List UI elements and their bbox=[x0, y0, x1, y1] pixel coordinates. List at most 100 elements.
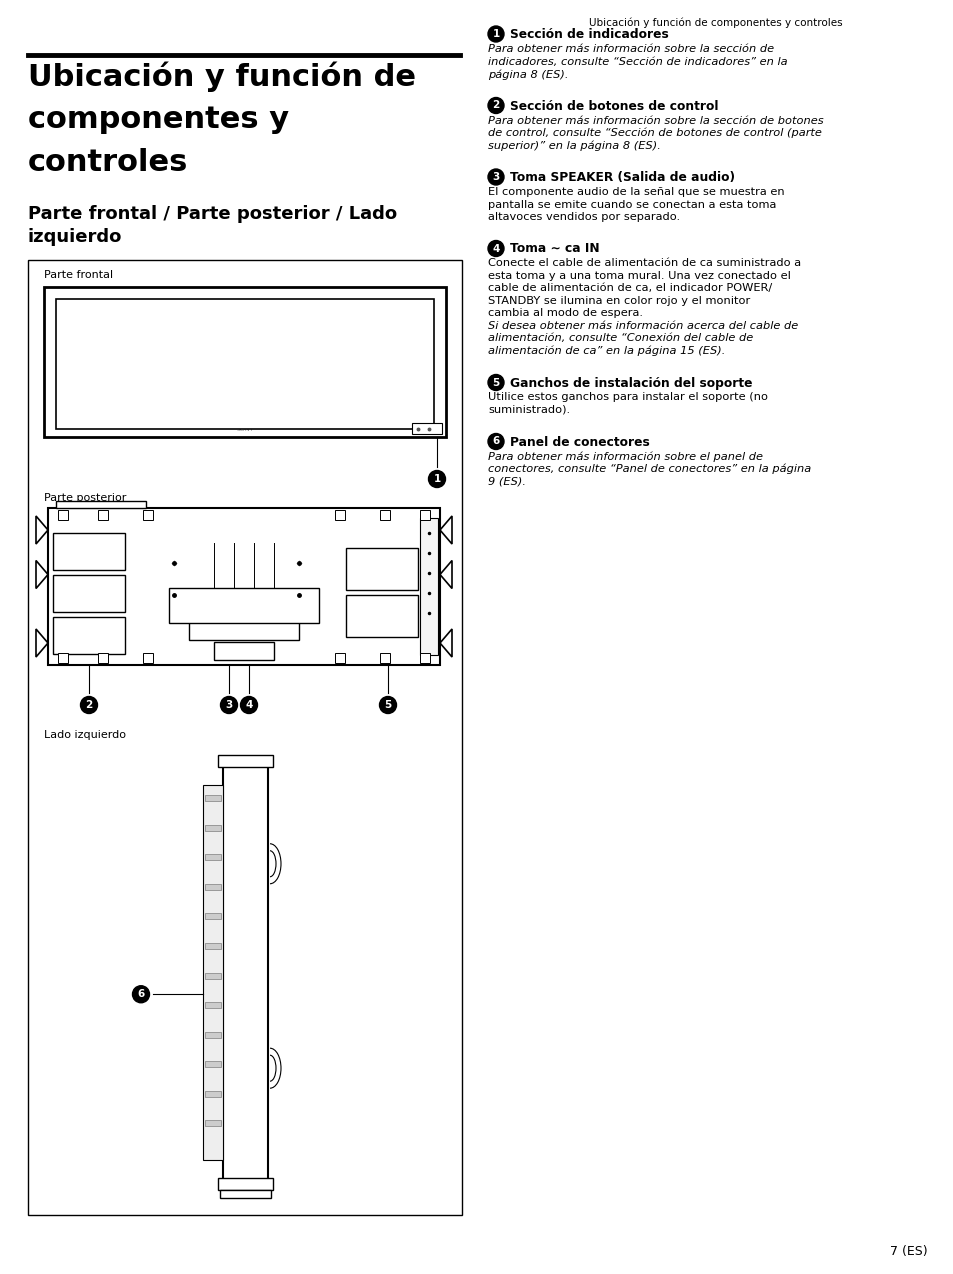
Text: Lado izquierdo: Lado izquierdo bbox=[44, 730, 126, 740]
Text: 5: 5 bbox=[492, 377, 499, 387]
Text: 6: 6 bbox=[137, 989, 145, 999]
Bar bbox=[143, 654, 152, 662]
Text: Panel de conectores: Panel de conectores bbox=[510, 436, 649, 448]
Text: 4: 4 bbox=[492, 243, 499, 254]
Circle shape bbox=[488, 433, 503, 450]
Bar bbox=[223, 764, 268, 1180]
Bar bbox=[218, 755, 273, 767]
Bar bbox=[143, 510, 152, 520]
Text: Ubicación y función de: Ubicación y función de bbox=[28, 62, 416, 93]
Text: Si desea obtener más información acerca del cable de: Si desea obtener más información acerca … bbox=[488, 321, 798, 331]
Bar bbox=[53, 575, 125, 612]
Text: Para obtener más información sobre el panel de: Para obtener más información sobre el pa… bbox=[488, 451, 762, 462]
Circle shape bbox=[132, 986, 150, 1003]
Text: 3: 3 bbox=[225, 699, 233, 710]
Text: alimentación de ca” en la página 15 (ES).: alimentación de ca” en la página 15 (ES)… bbox=[488, 347, 724, 357]
Text: Para obtener más información sobre la sección de: Para obtener más información sobre la se… bbox=[488, 45, 773, 54]
Bar bbox=[205, 795, 221, 801]
Text: Para obtener más información sobre la sección de botones: Para obtener más información sobre la se… bbox=[488, 116, 822, 126]
Text: SONY: SONY bbox=[236, 427, 253, 432]
Bar bbox=[205, 854, 221, 860]
Bar bbox=[53, 617, 125, 654]
Circle shape bbox=[488, 25, 503, 42]
Text: pantalla se emite cuando se conectan a esta toma: pantalla se emite cuando se conectan a e… bbox=[488, 200, 776, 209]
Circle shape bbox=[428, 470, 445, 488]
Circle shape bbox=[488, 169, 503, 185]
Text: 5: 5 bbox=[384, 699, 392, 710]
Text: 7 (ES): 7 (ES) bbox=[889, 1245, 927, 1257]
Bar bbox=[346, 548, 417, 590]
Text: Conecte el cable de alimentación de ca suministrado a: Conecte el cable de alimentación de ca s… bbox=[488, 259, 801, 269]
Bar bbox=[220, 1190, 271, 1198]
Text: El componente audio de la señal que se muestra en: El componente audio de la señal que se m… bbox=[488, 187, 783, 197]
Text: 1: 1 bbox=[492, 29, 499, 39]
Circle shape bbox=[220, 697, 237, 713]
Bar bbox=[205, 1091, 221, 1097]
Text: superior)” en la página 8 (ES).: superior)” en la página 8 (ES). bbox=[488, 140, 660, 152]
Text: Parte frontal: Parte frontal bbox=[44, 270, 113, 280]
Bar bbox=[205, 972, 221, 978]
Circle shape bbox=[488, 375, 503, 391]
Bar bbox=[189, 610, 298, 640]
Text: Toma SPEAKER (Salida de audio): Toma SPEAKER (Salida de audio) bbox=[510, 171, 734, 183]
Bar bbox=[205, 1003, 221, 1008]
Text: controles: controles bbox=[28, 148, 188, 177]
Bar bbox=[379, 510, 390, 520]
Text: componentes y: componentes y bbox=[28, 104, 289, 134]
Text: cable de alimentación de ca, el indicador POWER/: cable de alimentación de ca, el indicado… bbox=[488, 284, 771, 293]
Text: Utilice estos ganchos para instalar el soporte (no: Utilice estos ganchos para instalar el s… bbox=[488, 392, 767, 403]
Bar bbox=[205, 1061, 221, 1068]
Bar bbox=[169, 589, 318, 623]
Bar bbox=[56, 501, 146, 508]
Bar bbox=[28, 260, 461, 1215]
Text: Ganchos de instalación del soporte: Ganchos de instalación del soporte bbox=[510, 377, 752, 390]
Bar bbox=[412, 423, 441, 434]
Bar bbox=[44, 287, 446, 437]
Bar bbox=[48, 508, 439, 665]
Bar bbox=[205, 1032, 221, 1037]
Circle shape bbox=[80, 697, 97, 713]
Text: Sección de indicadores: Sección de indicadores bbox=[510, 28, 668, 41]
Circle shape bbox=[488, 98, 503, 113]
Text: alimentación, consulte “Conexión del cable de: alimentación, consulte “Conexión del cab… bbox=[488, 334, 753, 344]
Text: Parte posterior: Parte posterior bbox=[44, 493, 126, 503]
Bar bbox=[56, 299, 434, 429]
Bar bbox=[98, 654, 108, 662]
Bar bbox=[58, 654, 68, 662]
Bar bbox=[58, 510, 68, 520]
Text: 6: 6 bbox=[492, 437, 499, 446]
Text: izquierdo: izquierdo bbox=[28, 228, 122, 246]
Text: Parte frontal / Parte posterior / Lado: Parte frontal / Parte posterior / Lado bbox=[28, 205, 396, 223]
Circle shape bbox=[240, 697, 257, 713]
Bar bbox=[203, 785, 223, 1161]
Text: 1: 1 bbox=[433, 474, 440, 484]
Text: 9 (ES).: 9 (ES). bbox=[488, 476, 525, 487]
Bar bbox=[346, 595, 417, 637]
Text: Sección de botones de control: Sección de botones de control bbox=[510, 99, 718, 112]
Bar bbox=[205, 943, 221, 949]
Circle shape bbox=[488, 241, 503, 256]
Bar bbox=[419, 510, 430, 520]
Text: Ubicación y función de componentes y controles: Ubicación y función de componentes y con… bbox=[589, 18, 841, 28]
Text: altavoces vendidos por separado.: altavoces vendidos por separado. bbox=[488, 211, 679, 222]
Bar bbox=[213, 642, 274, 660]
Text: Toma ∼ ca IN: Toma ∼ ca IN bbox=[510, 242, 599, 256]
Text: página 8 (ES).: página 8 (ES). bbox=[488, 69, 568, 79]
Text: 2: 2 bbox=[85, 699, 92, 710]
Text: esta toma y a una toma mural. Una vez conectado el: esta toma y a una toma mural. Una vez co… bbox=[488, 271, 790, 282]
Bar bbox=[379, 654, 390, 662]
Bar bbox=[335, 654, 345, 662]
Bar bbox=[205, 824, 221, 831]
Bar bbox=[335, 510, 345, 520]
Bar bbox=[205, 1120, 221, 1126]
Bar bbox=[419, 519, 437, 655]
Bar bbox=[98, 510, 108, 520]
Text: 3: 3 bbox=[492, 172, 499, 182]
Bar bbox=[218, 1178, 273, 1190]
Circle shape bbox=[379, 697, 396, 713]
Text: 2: 2 bbox=[492, 101, 499, 111]
Text: 4: 4 bbox=[245, 699, 253, 710]
Bar bbox=[205, 884, 221, 889]
Bar bbox=[205, 913, 221, 920]
Text: de control, consulte “Sección de botones de control (parte: de control, consulte “Sección de botones… bbox=[488, 127, 821, 139]
